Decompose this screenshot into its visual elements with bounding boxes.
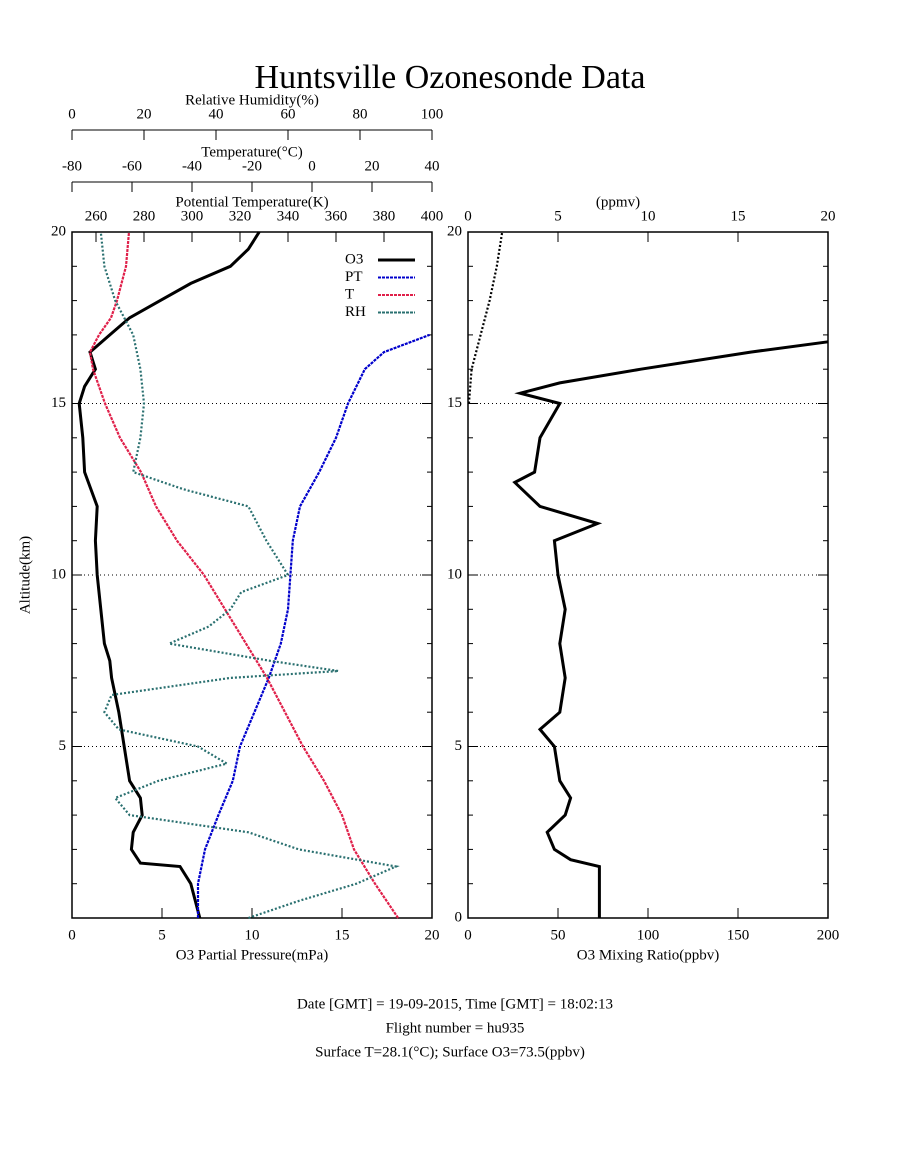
top-tick-label: 10 [641, 208, 656, 224]
title: Huntsville Ozonesonde Data [255, 59, 646, 96]
top-tick-label: -60 [122, 158, 142, 174]
x-tick-label: 0 [68, 927, 76, 943]
top-tick-label: 360 [325, 208, 348, 224]
x-tick-label: 5 [158, 927, 166, 943]
footnote: Flight number = hu935 [386, 1020, 525, 1036]
top-tick-label: 80 [353, 106, 368, 122]
profile-line [88, 231, 400, 919]
y-tick-label: 20 [447, 223, 462, 239]
x-tick-label: 20 [425, 927, 440, 943]
top-tick-label: 0 [464, 208, 472, 224]
top-tick-label: 15 [731, 208, 746, 224]
footnote: Surface T=28.1(°C); Surface O3=73.5(ppbv… [315, 1044, 585, 1060]
y-tick-label: 10 [447, 566, 462, 582]
top-tick-label: 0 [68, 106, 76, 122]
top-tick-label: 40 [209, 106, 224, 122]
top-tick-label: -40 [182, 158, 202, 174]
top-tick-label: 260 [85, 208, 108, 224]
top-tick-label: 100 [421, 106, 444, 122]
y-tick-label: 15 [51, 395, 66, 411]
top-tick-label: 280 [133, 208, 156, 224]
y-tick-label: 5 [455, 738, 463, 754]
legend-label: RH [345, 304, 366, 320]
profile-line [467, 231, 504, 404]
profile-line [77, 231, 261, 919]
x-axis-label: O3 Mixing Ratio(ppbv) [577, 947, 720, 963]
y-tick-label: 15 [447, 395, 462, 411]
profile-line [99, 231, 400, 920]
top-axis-label: Relative Humidity(%) [185, 92, 319, 108]
top-tick-label: 380 [373, 208, 396, 224]
top-tick-label: -20 [242, 158, 262, 174]
y-tick-label: 10 [51, 566, 66, 582]
top-tick-label: 0 [308, 158, 316, 174]
top-axis-label: (ppmv) [596, 194, 640, 210]
y-axis-label: Altitude(km) [17, 536, 33, 614]
legend-label: T [345, 286, 354, 302]
top-axis-label: Temperature(°C) [201, 144, 303, 160]
top-tick-label: 60 [281, 106, 296, 122]
top-tick-label: 320 [229, 208, 252, 224]
top-tick-label: -80 [62, 158, 82, 174]
top-tick-label: 400 [421, 208, 444, 224]
y-tick-label: 5 [59, 738, 67, 754]
legend-label: PT [345, 269, 363, 285]
x-axis-label: O3 Partial Pressure(mPa) [176, 947, 328, 963]
top-tick-label: 5 [554, 208, 562, 224]
x-tick-label: 10 [245, 927, 260, 943]
top-tick-label: 20 [365, 158, 380, 174]
y-tick-label: 0 [455, 909, 463, 925]
legend-label: O3 [345, 251, 363, 267]
footnote: Date [GMT] = 19-09-2015, Time [GMT] = 18… [297, 996, 613, 1012]
top-tick-label: 20 [821, 208, 836, 224]
top-axis-label: Potential Temperature(K) [175, 194, 328, 210]
top-tick-label: 40 [425, 158, 440, 174]
x-tick-label: 100 [637, 927, 660, 943]
top-tick-label: 20 [137, 106, 152, 122]
x-tick-label: 0 [464, 927, 472, 943]
x-tick-label: 200 [817, 927, 840, 943]
x-tick-label: 150 [727, 927, 750, 943]
profile-line [512, 340, 829, 918]
top-tick-label: 340 [277, 208, 300, 224]
profile-line [196, 333, 430, 918]
y-tick-label: 20 [51, 223, 66, 239]
x-tick-label: 15 [335, 927, 350, 943]
top-tick-label: 300 [181, 208, 204, 224]
x-tick-label: 50 [551, 927, 566, 943]
